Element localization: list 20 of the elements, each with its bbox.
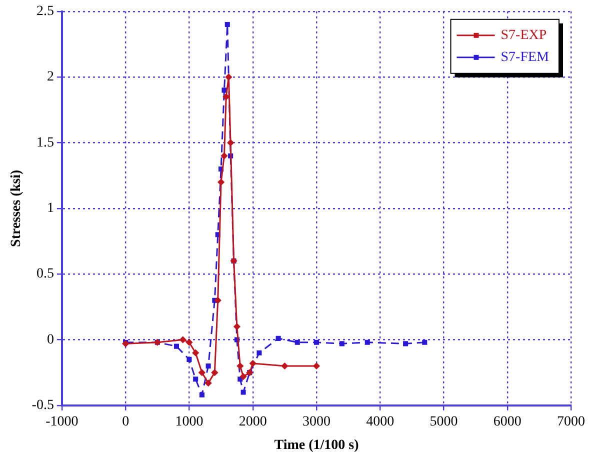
x-tick-label: 4000 (366, 414, 394, 430)
legend-label: S7-FEM (500, 50, 550, 66)
x-tick-label: 6000 (493, 414, 522, 430)
y-tick-label: 0 (46, 332, 54, 348)
legend-label: S7-EXP (500, 28, 547, 44)
y-tick-label: 1.5 (36, 135, 54, 150)
y-tick-label: 2.5 (36, 4, 54, 20)
x-tick-label: 2000 (238, 414, 267, 430)
x-tick-label: 1000 (175, 414, 204, 430)
x-tick-label: -1000 (46, 414, 78, 430)
x-tick-label: 3000 (302, 414, 330, 430)
x-tick-label: 0 (122, 414, 130, 430)
y-tick-label: 1 (46, 201, 54, 216)
x-axis-title: Time (1/100 s) (274, 438, 360, 454)
x-tick-label: 7000 (557, 414, 585, 430)
y-tick-label: 0.5 (36, 266, 54, 282)
y-tick-label: -0.5 (32, 398, 54, 414)
y-tick-label: 2 (46, 70, 54, 85)
y-axis-title: Stresses (ksi) (9, 170, 24, 247)
x-tick-label: 5000 (430, 414, 458, 430)
